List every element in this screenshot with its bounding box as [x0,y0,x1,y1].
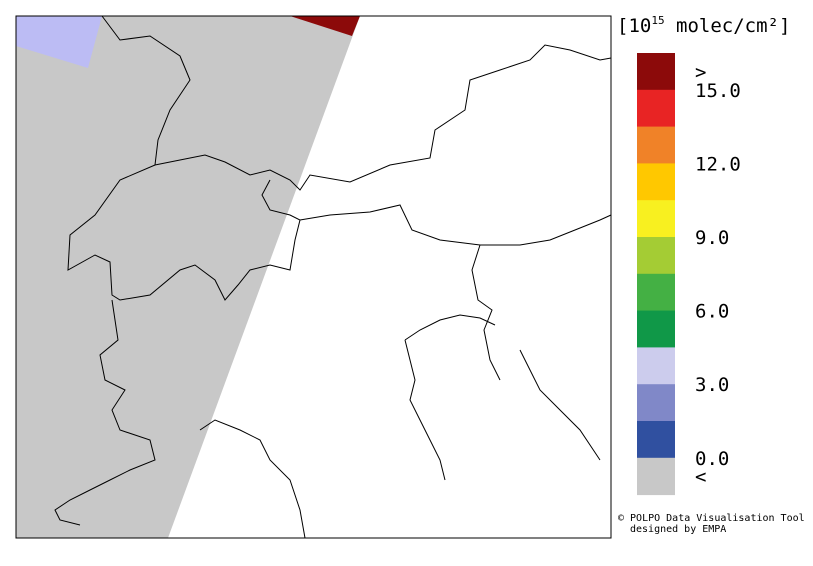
colorbar-label: < [695,466,706,488]
colorbar-label: 3.0 [695,374,729,396]
colorbar-label: 6.0 [695,301,729,323]
credit: © POLPO Data Visualisation Tool [618,513,805,524]
border [67,164,301,301]
credit: designed by EMPA [630,524,726,535]
color-swatch [637,53,675,91]
data-swath [16,16,360,538]
map-frame [15,15,612,539]
color-swatch [637,273,675,312]
title-text: [10 [617,15,651,37]
border [299,204,612,246]
border [471,244,501,381]
colorbar-label: 15.0 [695,80,741,102]
color-swatch [637,421,675,459]
color-swatch [637,200,675,238]
data-patch [16,16,102,68]
coastline [199,314,601,539]
colorbar-label: > [695,61,706,83]
colorbar-label: 0.0 [695,448,729,470]
border [54,299,156,526]
title-exponent: 15 [651,14,664,27]
border [101,15,612,191]
color-swatch [637,457,675,496]
color-swatch [637,126,675,164]
colorbar: [1015 molec/cm²] >15.0 12.0 9.0 6.0 3.0 0.0< [617,14,790,496]
color-swatch [637,163,675,201]
color-swatch [637,310,675,348]
color-swatch [637,347,675,385]
map [15,15,612,539]
color-swatch [637,237,675,275]
color-swatch [637,89,675,128]
title-text: molec/cm²] [665,15,791,37]
data-patch [290,16,360,36]
colorbar-label: 12.0 [695,153,741,175]
colorbar-label: 9.0 [695,227,729,249]
color-swatch [637,384,675,422]
legend-title: [1015 molec/cm²] [617,14,790,37]
